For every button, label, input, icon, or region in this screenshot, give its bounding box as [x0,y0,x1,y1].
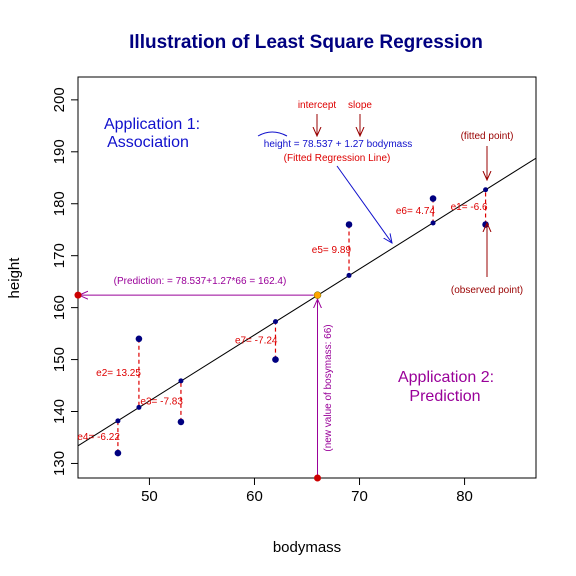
x-axis: 50 60 70 80 [141,478,473,505]
fitted-point [346,272,352,278]
y-tick-label: 140 [51,399,68,424]
fitted-point-text: (fitted point) [461,131,514,142]
prediction-point [313,291,322,299]
prediction-text: (Prediction: = 78.537+1.27*66 = 162.4) [114,276,287,287]
observed-point [482,221,489,228]
fitted-line-arrow [336,165,392,243]
y-axis: 130 140 150 160 170 180 190 200 [51,87,78,476]
application2-line2: Prediction [409,388,480,405]
new-value-text: (new value of bosymass: 66) [323,324,334,451]
x-tick-label: 70 [351,488,368,505]
y-axis-label: height [6,257,23,299]
residual-label: e4= -6.22 [77,432,120,443]
residual-labels: e4= -6.22 e2= 13.25 e3= -7.83 e7= -7.24 e5= … [77,202,488,443]
observed-point [345,221,353,228]
residual-label: e3= -7.83 [140,396,183,407]
intercept-label: intercept [298,100,337,111]
fitted-line-text: (Fitted Regression Line) [284,153,391,164]
prediction-x-marker [314,474,322,482]
x-tick-label: 60 [246,488,263,505]
application1-line1: Application 1: [104,116,200,133]
fitted-points [115,187,489,424]
observed-points [114,195,489,457]
residual-segments [117,189,487,454]
plot-frame [77,76,537,479]
y-tick-label: 180 [51,191,68,216]
y-tick-label: 190 [51,139,68,164]
residual-label: e1= -6.6 [451,202,488,213]
residual-label: e6= 4.74 [396,206,436,217]
fitted-point [483,187,489,193]
y-tick-label: 130 [51,451,68,476]
fitted-point [136,404,142,410]
y-tick-label: 150 [51,347,68,372]
fitted-point [115,418,121,424]
fitted-point [430,220,436,226]
regression-line [77,157,537,447]
residual-label: e2= 13.25 [96,368,141,379]
prediction-y-marker [74,291,82,299]
chart-title: Illustration of Least Square Regression [129,32,483,53]
observed-point [272,356,279,363]
y-tick-label: 160 [51,295,68,320]
y-tick-label: 170 [51,243,68,268]
equation-text: height = 78.537 + 1.27 bodymass [264,139,412,150]
fitted-point [272,319,278,325]
observed-point [114,449,122,457]
equation-brace [257,131,288,137]
observed-point [135,335,143,343]
slope-label: slope [348,100,372,111]
observed-point [177,418,185,426]
x-tick-label: 50 [141,488,158,505]
observed-point [429,195,437,202]
residual-label: e5= 9.89 [312,245,352,256]
x-axis-label: bodymass [273,539,341,556]
y-tick-label: 200 [51,87,68,112]
x-tick-label: 80 [456,488,473,505]
fitted-point [178,378,184,384]
application1-line2: Association [107,134,189,151]
observed-point-text: (observed point) [451,285,523,296]
application2-line1: Application 2: [398,369,494,386]
residual-label: e7= -7.24 [235,336,278,347]
